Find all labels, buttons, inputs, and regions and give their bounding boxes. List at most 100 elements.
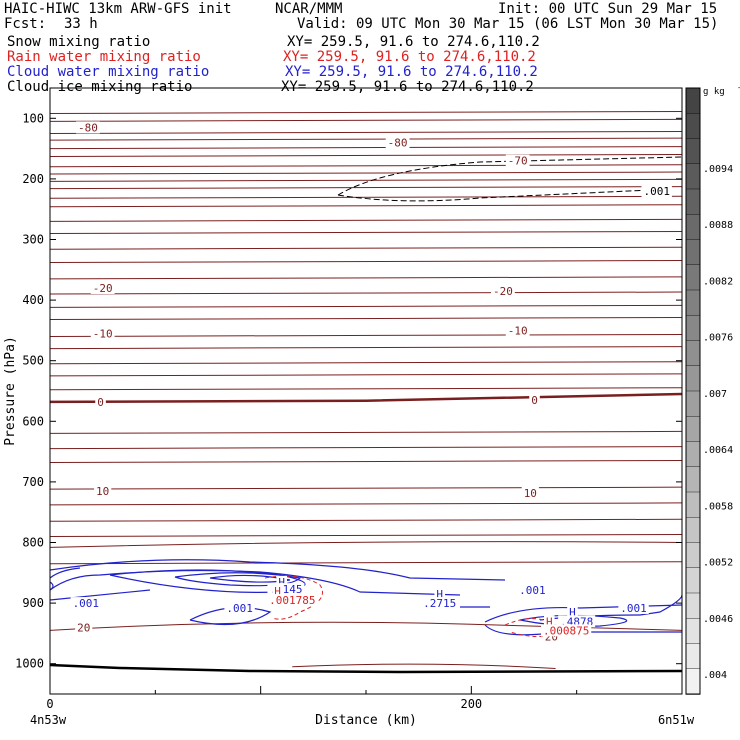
temperature-label: 20	[77, 621, 90, 634]
isotherm-line-lower	[50, 541, 682, 548]
forecast-hours: 33 h	[64, 16, 98, 32]
colorbar-segment	[685, 340, 701, 367]
cloud-water-label-bg	[517, 583, 548, 596]
isotherm-line	[50, 373, 682, 377]
isotherm-line	[50, 137, 682, 141]
colorbar-segment	[685, 618, 701, 645]
y-tick-label: 700	[22, 475, 44, 489]
colorbar-segment	[685, 87, 701, 114]
isotherm-line	[50, 346, 682, 350]
temperature-label: -80	[388, 137, 408, 150]
colorbar-segment	[685, 416, 701, 443]
y-tick-label: 800	[22, 536, 44, 550]
colorbar-segment	[685, 113, 701, 140]
colorbar-segment	[685, 214, 701, 241]
snow-contour-line	[337, 189, 651, 202]
isotherm-line-lower	[50, 621, 682, 631]
isotherm-line	[50, 333, 682, 337]
rain-label: H	[546, 615, 553, 628]
rain-label-bg	[541, 624, 592, 637]
x-tick-label: 0	[46, 697, 53, 711]
colorbar-label: .0082	[703, 276, 733, 287]
temperature-label-bg	[385, 136, 410, 149]
cloud-water-label-bg	[618, 601, 649, 614]
temperature-label-bg	[95, 395, 106, 408]
colorbar-segment	[685, 163, 701, 190]
cloud-water-label-bg	[70, 597, 102, 610]
temperature-label-bg	[90, 281, 115, 294]
cloud-water-label-bg	[434, 588, 446, 601]
rain-label-bg	[543, 615, 555, 628]
field-name-snow: Snow mixing ratio	[7, 34, 151, 50]
colorbar-segment	[685, 466, 701, 493]
y-tick-label: 900	[22, 596, 44, 610]
cloud-water-contour	[174, 572, 302, 587]
temperature-label: -80	[78, 121, 98, 134]
cloud-water-label: .001	[73, 597, 100, 610]
forecast-label: Fcst:	[4, 16, 47, 32]
isotherm-line	[50, 486, 682, 490]
colorbar-segment	[685, 668, 701, 695]
colorbar-segment	[685, 315, 701, 342]
cloud-water-contour	[484, 604, 682, 623]
temperature-label: 10	[524, 487, 537, 500]
isotherm-line	[50, 460, 682, 464]
cloud-water-label: H	[436, 588, 443, 601]
cloud-water-contours	[50, 559, 682, 636]
colorbar-segment	[685, 517, 701, 544]
cloud-water-label: H	[569, 606, 576, 619]
colorbar-segment	[685, 390, 701, 417]
model-title: HAIC-HIWC 13km ARW-GFS init	[4, 1, 232, 17]
colorbar: .0094 .0088 .0082 .0076 .007 .0064 .0058 .0052.…	[685, 84, 740, 695]
y-tick-label: 200	[22, 172, 44, 186]
temperature-label-bg	[94, 484, 112, 497]
snow-label-bg	[641, 185, 672, 198]
temperature-label: -10	[508, 324, 528, 337]
field-xy-snow: XY= 259.5, 91.6 to 274.6,110.2	[287, 34, 540, 50]
colorbar-segment	[685, 289, 701, 316]
colorbar-segment	[685, 188, 701, 215]
colorbar-label: .0064	[703, 445, 733, 456]
isotherm-line	[50, 502, 682, 506]
colorbar-segment	[685, 441, 701, 468]
cloud-water-label-bg	[421, 597, 459, 610]
x-tick-label: 200	[460, 697, 482, 711]
colorbar-unit: g kg	[703, 87, 725, 97]
temperature-label-bg	[76, 121, 100, 134]
valid-time: Valid: 09 UTC Mon 30 Mar 15 (06 LST Mon …	[297, 16, 719, 32]
isotherm-line	[50, 110, 682, 114]
temperature-label-bg	[75, 621, 93, 634]
isotherm-line	[50, 146, 682, 150]
temperature-label-bg	[505, 324, 530, 337]
cloud-water-label-bg	[276, 575, 288, 588]
y-axis-label: Pressure (hPa)	[3, 336, 18, 446]
rain-label: H	[274, 585, 281, 598]
isotherm-line	[50, 260, 682, 264]
colorbar-segment	[685, 239, 701, 266]
field-xy-rain: XY= 259.5, 91.6 to 274.6,110.2	[283, 49, 536, 65]
isotherm-line	[50, 518, 682, 522]
colorbar-segment	[685, 138, 701, 165]
cloud-water-contour	[50, 559, 506, 581]
isotherm-line	[50, 446, 682, 450]
isotherm-line-zero	[50, 392, 682, 404]
temperature-label: -10	[93, 327, 113, 340]
isotherm-line	[50, 561, 682, 565]
y-tick-label: 400	[22, 293, 44, 307]
x-axis-label: Distance (km)	[315, 713, 417, 728]
isotherm-line	[50, 130, 682, 134]
cloud-water-contour	[50, 589, 151, 601]
cloud-water-label: .001	[620, 602, 647, 615]
field-name-cloud-water: Cloud water mixing ratio	[7, 64, 210, 80]
plot-frame	[49, 87, 683, 695]
isotherm-line	[50, 430, 682, 434]
colorbar-segment	[685, 491, 701, 518]
isotherm-line	[50, 218, 682, 222]
cloud-water-label: H	[278, 576, 285, 589]
temperature-label-bg	[491, 285, 515, 298]
y-tick-label: 300	[22, 233, 44, 247]
colorbar-segment	[685, 542, 701, 569]
cloud-water-label: .001	[226, 602, 253, 615]
